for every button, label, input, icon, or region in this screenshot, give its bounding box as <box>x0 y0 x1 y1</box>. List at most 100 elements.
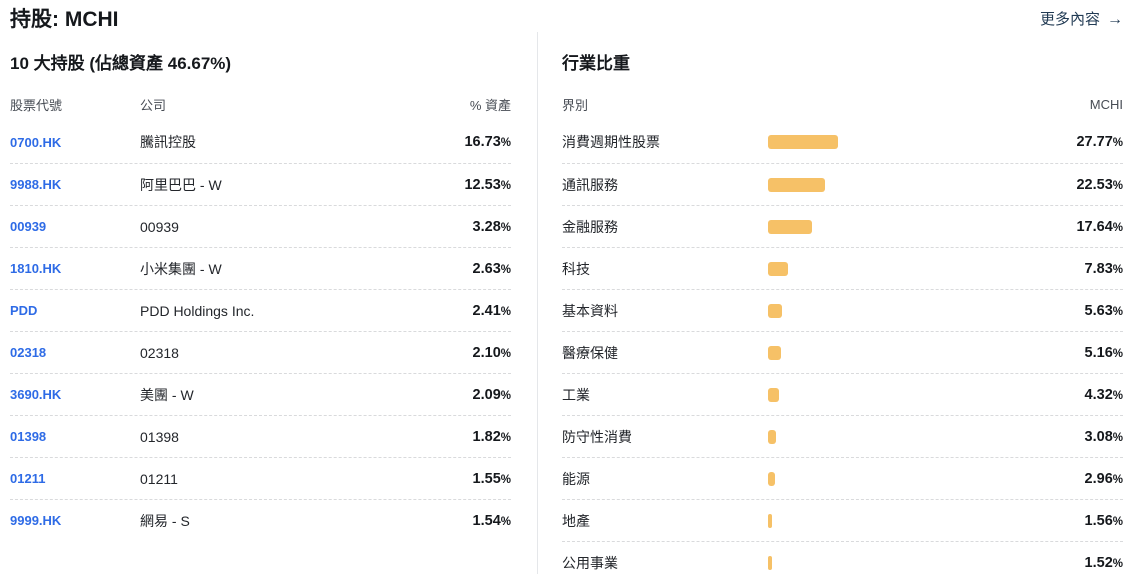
panel-divider <box>537 32 538 574</box>
ticker-link[interactable]: 3690.HK <box>10 387 62 402</box>
ticker-link[interactable]: 01211 <box>10 471 46 486</box>
more-link[interactable]: 更多內容 → <box>1040 8 1123 32</box>
holdings-table-body: 0700.HK 騰訊控股 16.73% 9988.HK 阿里巴巴 - W 12.53% 00… <box>10 121 511 541</box>
sector-weight-value: 1.52% <box>1084 554 1123 571</box>
holdings-title: 10 大持股 (佔總資產 46.67%) <box>10 54 232 73</box>
weight-value: 2.09% <box>472 386 511 403</box>
sector-bar <box>768 261 788 276</box>
weight-value: 1.82% <box>472 428 511 445</box>
table-row: 1810.HK 小米集團 - W 2.63% <box>10 247 511 289</box>
header-fund: MCHI <box>1089 97 1123 112</box>
weight-value: 1.54% <box>472 512 511 529</box>
sector-bar-area <box>768 387 1085 402</box>
ticker-link[interactable]: 1810.HK <box>10 261 62 276</box>
weight-value: 2.41% <box>472 302 511 319</box>
header-company: 公司 <box>140 98 167 113</box>
table-row: 9988.HK 阿里巴巴 - W 12.53% <box>10 163 511 205</box>
ticker-link[interactable]: 9999.HK <box>10 513 62 528</box>
page-header: 持股: MCHI 更多內容 → <box>10 8 1123 32</box>
weight-value: 3.28% <box>472 218 511 235</box>
sector-name: 能源 <box>562 470 590 487</box>
company-name: 01211 <box>140 470 178 487</box>
sector-bar-area <box>768 513 1085 528</box>
sector-bar-area <box>768 555 1085 570</box>
table-row: 消費週期性股票 27.77% <box>562 121 1123 163</box>
sector-bar-area <box>768 303 1085 318</box>
table-row: 防守性消費 3.08% <box>562 415 1123 457</box>
company-name: 騰訊控股 <box>140 134 196 150</box>
ticker-link[interactable]: 02318 <box>10 345 47 360</box>
table-row: 3690.HK 美團 - W 2.09% <box>10 373 511 415</box>
sector-weights-panel: 行業比重 界別 MCHI 消費週期性股票 27.77% 通訊服務 22.53% 金融服務… <box>538 32 1123 574</box>
weight-value: 12.53% <box>464 176 511 193</box>
sector-bar-area <box>768 219 1076 234</box>
weight-value: 2.63% <box>472 260 511 277</box>
table-row: 01211 01211 1.55% <box>10 457 511 499</box>
sector-bar <box>768 387 779 402</box>
table-row: 金融服務 17.64% <box>562 205 1123 247</box>
holdings-table-header: 股票代號 公司 % 資產 <box>10 97 511 113</box>
table-row: 基本資料 5.63% <box>562 289 1123 331</box>
ticker-link[interactable]: PDD <box>10 303 38 318</box>
sector-bar <box>768 219 812 234</box>
sectors-title: 行業比重 <box>562 54 630 73</box>
sector-bar-area <box>768 429 1085 444</box>
ticker-link[interactable]: 01398 <box>10 429 47 444</box>
table-row: 科技 7.83% <box>562 247 1123 289</box>
company-name: 小米集團 - W <box>140 260 222 277</box>
company-name: 00939 <box>140 218 179 235</box>
sector-weight-value: 5.16% <box>1084 344 1123 361</box>
sector-name: 科技 <box>562 260 590 277</box>
sector-weight-value: 7.83% <box>1084 260 1123 277</box>
sector-name: 金融服務 <box>562 218 618 235</box>
sector-bar <box>768 471 775 486</box>
sector-weight-value: 5.63% <box>1084 302 1123 319</box>
weight-value: 1.55% <box>472 470 511 487</box>
table-row: 地產 1.56% <box>562 499 1123 541</box>
sector-bar-area <box>768 177 1076 192</box>
weight-value: 16.73% <box>464 134 511 150</box>
table-row: 工業 4.32% <box>562 373 1123 415</box>
table-row: 01398 01398 1.82% <box>10 415 511 457</box>
sector-bar <box>768 513 772 528</box>
table-row: PDD PDD Holdings Inc. 2.41% <box>10 289 511 331</box>
sector-weight-value: 1.56% <box>1084 512 1123 529</box>
sector-bar-area <box>768 261 1085 276</box>
sector-weight-value: 27.77% <box>1076 134 1123 150</box>
table-row: 能源 2.96% <box>562 457 1123 499</box>
company-name: 網易 - S <box>140 512 190 529</box>
table-row: 公用事業 1.52% <box>562 541 1123 583</box>
sector-name: 地產 <box>562 512 590 529</box>
sector-name: 防守性消費 <box>562 428 632 445</box>
arrow-right-icon: → <box>1107 11 1123 28</box>
header-weight: % 資產 <box>469 98 511 113</box>
sector-weight-value: 4.32% <box>1084 386 1123 403</box>
company-name: 阿里巴巴 - W <box>140 176 222 193</box>
sectors-table-header: 界別 MCHI <box>562 97 1123 113</box>
company-name: PDD Holdings Inc. <box>140 302 255 319</box>
top-holdings-panel: 10 大持股 (佔總資產 46.67%) 股票代號 公司 % 資產 0700.H… <box>10 32 537 574</box>
weight-value: 2.10% <box>472 344 511 361</box>
sector-name: 工業 <box>562 386 590 403</box>
sector-bar <box>768 429 776 444</box>
company-name: 美團 - W <box>140 386 194 403</box>
header-sector: 界別 <box>562 98 589 113</box>
content-panels: 10 大持股 (佔總資產 46.67%) 股票代號 公司 % 資產 0700.H… <box>10 32 1123 574</box>
sector-weight-value: 17.64% <box>1076 218 1123 235</box>
sector-name: 通訊服務 <box>562 176 618 193</box>
table-row: 9999.HK 網易 - S 1.54% <box>10 499 511 541</box>
table-row: 通訊服務 22.53% <box>562 163 1123 205</box>
ticker-link[interactable]: 00939 <box>10 219 47 234</box>
sector-bar <box>768 135 838 149</box>
table-row: 0700.HK 騰訊控股 16.73% <box>10 121 511 163</box>
ticker-link[interactable]: 0700.HK <box>10 134 62 150</box>
ticker-link[interactable]: 9988.HK <box>10 177 62 192</box>
page-title: 持股: MCHI <box>10 8 119 31</box>
sector-bar-area <box>768 345 1085 360</box>
company-name: 01398 <box>140 428 179 445</box>
sector-bar <box>768 345 781 360</box>
table-row: 02318 02318 2.10% <box>10 331 511 373</box>
sector-name: 公用事業 <box>562 554 618 571</box>
company-name: 02318 <box>140 344 179 361</box>
